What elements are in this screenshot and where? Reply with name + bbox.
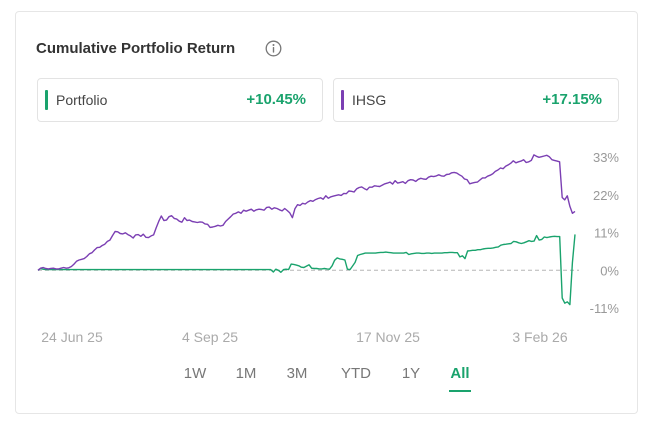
tab-1y[interactable]: 1Y [401, 365, 421, 382]
line-chart: 33% 22% 11% 0% -11% 24 Jun 25 4 Sep 25 17 Nov 2… [37, 150, 620, 345]
y-tick-label: 0% [600, 263, 619, 278]
active-tab-underline [449, 390, 471, 392]
legend-ihsg-value: +17.15% [542, 91, 602, 108]
legend-portfolio-name: Portfolio [56, 92, 108, 108]
y-tick-label: 11% [594, 226, 619, 241]
legend-ihsg-color [341, 90, 344, 110]
x-tick-label: 24 Jun 25 [41, 329, 103, 345]
x-tick-label: 4 Sep 25 [182, 329, 238, 345]
info-circle-icon[interactable] [265, 40, 282, 57]
tab-1w[interactable]: 1W [183, 365, 207, 382]
x-tick-label: 3 Feb 26 [512, 329, 567, 345]
y-tick-label: 22% [593, 188, 619, 203]
y-tick-label: 33% [593, 150, 619, 165]
y-tick-label: -11% [590, 301, 620, 316]
legend-ihsg[interactable]: IHSG +17.15% [333, 78, 619, 122]
tab-ytd[interactable]: YTD [341, 365, 371, 382]
legend-portfolio-color [45, 90, 48, 110]
legend-portfolio-value: +10.45% [246, 91, 306, 108]
chart-card: Cumulative Portfolio Return Portfolio +1… [15, 11, 638, 414]
chart-title: Cumulative Portfolio Return [36, 40, 236, 57]
tab-all[interactable]: All [450, 365, 470, 382]
portfolio-line [37, 234, 576, 306]
tab-3m[interactable]: 3M [286, 365, 308, 382]
ihsg-line [37, 154, 576, 271]
legend-portfolio[interactable]: Portfolio +10.45% [37, 78, 323, 122]
tab-1m[interactable]: 1M [235, 365, 257, 382]
x-tick-label: 17 Nov 25 [356, 329, 420, 345]
range-tabs: 1W 1M 3M YTD 1Y All [16, 365, 639, 395]
legend-ihsg-name: IHSG [352, 92, 387, 108]
